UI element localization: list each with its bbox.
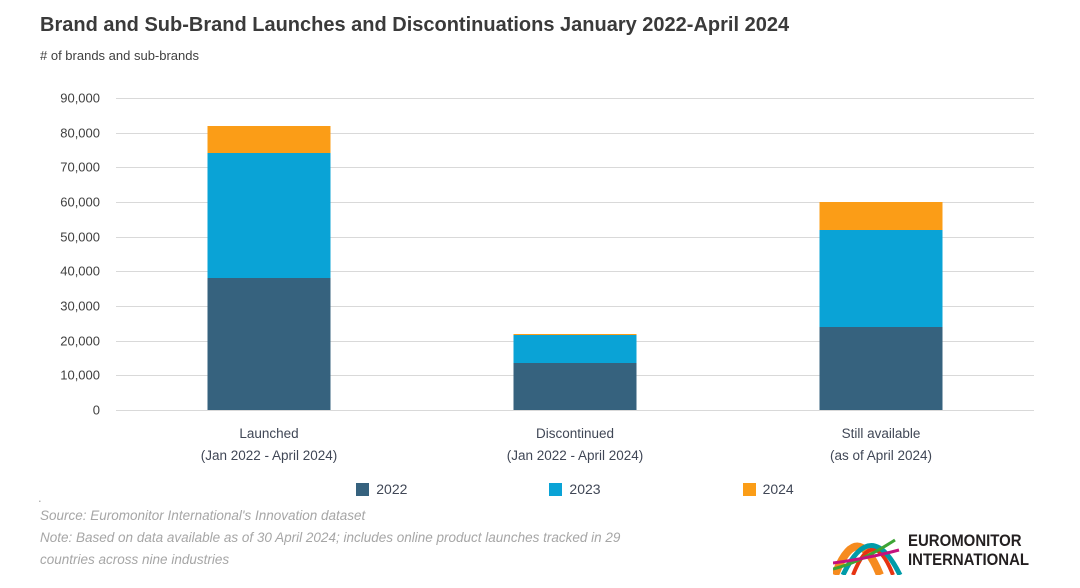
bar-segment-2024 [207,125,331,154]
y-tick-label: 0 [92,402,100,418]
logo-line-1: EUROMONITOR [908,531,1022,550]
logo-line-2: INTERNATIONAL [908,550,1030,569]
bar-segment-2022 [207,278,331,410]
stacked-bar [819,202,943,410]
stacked-bar [207,125,331,410]
note-line-2: countries across nine industries [40,552,230,567]
y-axis: 90,000 80,000 70,000 60,000 50,000 40,000 30,0… [0,91,100,418]
bar-segment-2023 [819,229,943,327]
category-label: Discontinued (Jan 2022 - April 2024) [506,426,644,463]
gridline [116,98,1034,99]
y-tick-label: 60,000 [60,194,100,210]
legend: 2022 2023 2024 [116,481,1034,497]
legend-item-2022: 2022 [356,481,407,497]
y-tick-label: 30,000 [60,298,100,314]
bar-segment-2023 [207,153,331,279]
category-label: Launched (Jan 2022 - April 2024) [200,426,338,463]
bar-column [422,98,728,410]
bar-column [728,98,1034,410]
bar-segment-2022 [513,363,637,410]
x-axis: Launched (Jan 2022 - April 2024) Discontin… [116,423,1034,467]
euromonitor-arcs-icon [833,538,903,575]
legend-swatch [742,482,756,496]
legend-item-2024: 2024 [742,481,794,497]
legend-item-2023: 2023 [549,481,601,497]
bar-column [116,98,422,410]
gridline [116,132,1034,134]
footer-notes: Source: Euromonitor International's Inno… [40,505,620,571]
y-tick-label: 50,000 [60,229,100,245]
euromonitor-logo: EUROMONITOR INTERNATIONAL [833,528,1046,575]
y-tick-label: 90,000 [60,90,100,106]
legend-label: 2023 [569,481,601,497]
bar-segment-2022 [819,326,943,410]
gridline [116,167,1034,169]
legend-label: 2022 [376,481,408,497]
bar-segment-2023 [513,335,637,364]
bar-segment-2024 [819,202,943,230]
legend-swatch [549,482,563,496]
chart-title: Brand and Sub-Brand Launches and Discont… [40,14,790,36]
gridline [116,306,1034,307]
chart-subtitle: # of brands and sub-brands [40,48,199,63]
y-tick-label: 80,000 [60,125,100,141]
stacked-bar [513,333,637,410]
y-tick-label: 70,000 [60,159,100,175]
gridline [116,236,1034,238]
gridline [116,271,1034,273]
gridline [116,202,1034,203]
legend-label: 2024 [762,481,794,497]
footer-dot: . [38,490,42,505]
y-tick-label: 20,000 [60,333,100,349]
euromonitor-logo-text: EUROMONITOR INTERNATIONAL [908,531,1029,569]
bar-segment-2024 [513,333,637,336]
plot-bars [116,98,1034,410]
source-note: Source: Euromonitor International's Inno… [40,508,366,523]
y-tick-label: 10,000 [60,367,100,383]
note-line-1: Note: Based on data available as of 30 A… [40,530,621,545]
gridline [116,410,1034,411]
y-tick-label: 40,000 [60,263,100,279]
legend-swatch [356,482,370,496]
category-label: Still available (as of April 2024) [829,426,933,463]
